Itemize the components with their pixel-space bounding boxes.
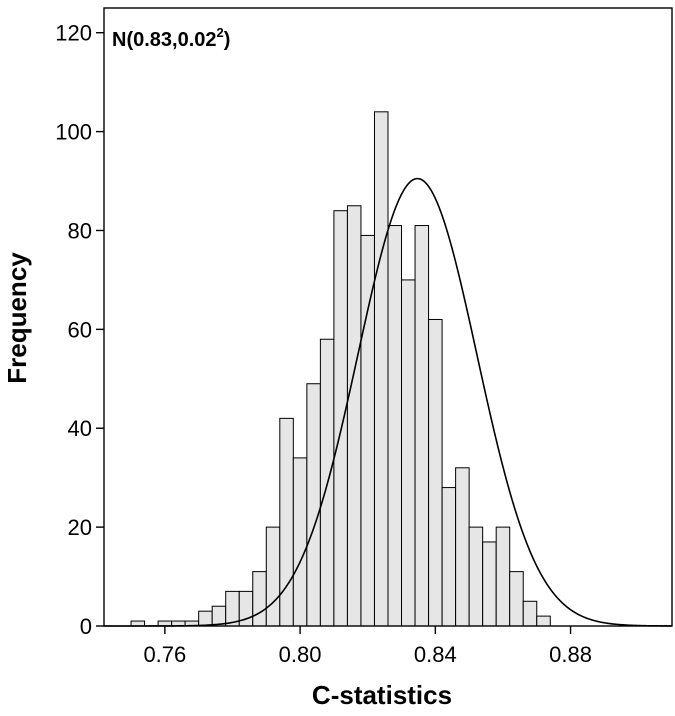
y-tick-label: 60 (68, 317, 92, 342)
histogram-bar (509, 571, 524, 627)
histogram-bar (414, 225, 430, 627)
histogram-bar (279, 417, 294, 627)
histogram-bar (198, 610, 213, 627)
x-axis: 0.76 0.80 0.84 0.88 (143, 626, 592, 667)
y-tick-label: 0 (80, 614, 92, 639)
histogram-bar (373, 111, 389, 627)
histogram-bar (333, 210, 348, 627)
histogram-bar (468, 526, 484, 627)
histogram-bar (401, 279, 416, 627)
bars-layer (130, 111, 551, 627)
y-tick-label: 120 (55, 21, 92, 46)
distribution-annotation: N(0.83,0.022) (112, 25, 230, 51)
histogram-bar (522, 600, 538, 627)
plot-frame (103, 7, 673, 627)
y-tick-label: 40 (68, 416, 92, 441)
histogram-bar (252, 571, 267, 627)
histogram-bar (536, 615, 551, 627)
histogram-bar (306, 383, 321, 627)
y-tick-label: 80 (68, 218, 92, 243)
y-tick-label: 100 (55, 120, 92, 145)
y-tick-label: 20 (68, 515, 92, 540)
y-axis-title: Frequency (2, 252, 32, 384)
x-tick-label: 0.88 (549, 642, 592, 667)
x-tick-label: 0.80 (279, 642, 322, 667)
histogram-bar (265, 526, 281, 627)
histogram-bar (387, 225, 403, 627)
histogram-bar (428, 318, 443, 627)
x-axis-title: C-statistics (312, 680, 452, 710)
x-tick-label: 0.84 (414, 642, 457, 667)
histogram-bar (495, 526, 511, 627)
histogram-bar (360, 234, 375, 627)
histogram-bar (292, 457, 308, 627)
histogram-bar (482, 541, 497, 627)
histogram-bar (441, 487, 457, 627)
x-tick-label: 0.76 (143, 642, 186, 667)
y-axis: 0 20 40 60 80 100 120 (55, 21, 104, 639)
histogram-bar (346, 205, 362, 627)
histogram-bar (455, 467, 470, 627)
